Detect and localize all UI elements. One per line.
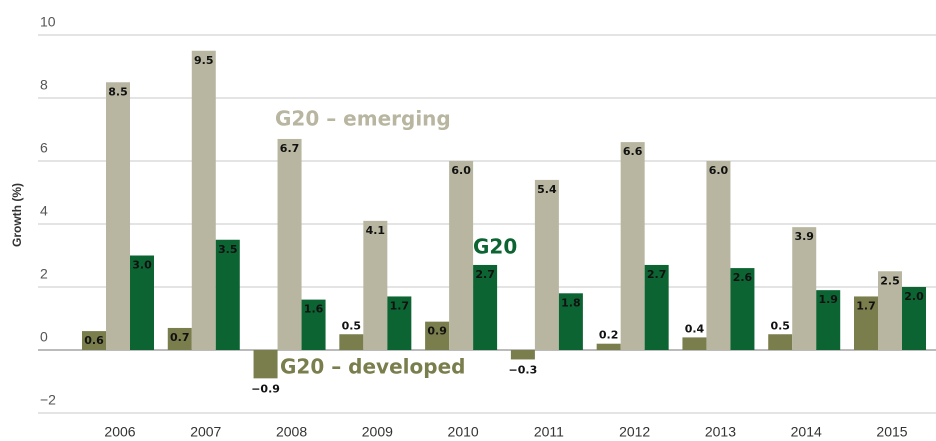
value-label: 1.8 [561,296,581,309]
value-label: 2.0 [904,290,924,303]
x-tick-label: 2007 [190,424,221,440]
value-label: 0.9 [427,325,447,338]
value-label: 0.5 [342,319,362,332]
value-label: 3.5 [218,243,238,256]
value-label: 0.2 [599,329,619,342]
x-tick-label: 2008 [276,424,307,440]
bar [596,343,621,350]
y-tick-label: 2 [40,266,48,282]
y-tick-label: −2 [40,392,56,408]
value-label: 1.7 [856,299,876,312]
bar [682,337,707,350]
bar [878,271,902,350]
value-label: 0.7 [170,331,190,344]
bar [706,161,731,350]
bar [277,138,302,350]
y-tick-label: 8 [40,77,48,93]
bar [473,264,498,350]
value-label: 6.6 [623,145,643,158]
x-tick-label: 2014 [791,424,822,440]
value-label: 0.6 [84,334,104,347]
value-label: 3.0 [132,259,152,272]
bar [191,50,216,350]
value-label: 4.1 [366,224,386,237]
bar [644,264,669,350]
x-tick-label: 2006 [104,424,135,440]
bar [82,331,106,350]
bar [425,321,450,350]
bar [449,161,474,350]
bar [253,350,278,379]
value-label: 2.5 [880,274,900,287]
bar [792,227,817,350]
y-tick-label: 10 [40,14,56,30]
bar [301,299,326,350]
bar [558,293,583,350]
bar [534,179,559,350]
x-tick-label: 2015 [876,424,907,440]
bar [215,239,240,350]
series-label: G20 – emerging [275,107,451,131]
bar [902,287,926,350]
value-label: 0.5 [770,319,790,332]
bar [768,334,793,350]
value-label: 2.7 [475,268,495,281]
x-tick-label: 2009 [362,424,393,440]
value-label: 8.5 [108,85,128,98]
bar [387,296,412,350]
value-label: 2.6 [733,271,753,284]
bar [167,327,192,350]
value-label: 6.0 [709,164,729,177]
value-label: 2.7 [647,268,667,281]
series-label: G20 [473,235,517,259]
bar [620,142,645,350]
x-tick-label: 2013 [705,424,736,440]
x-tick-label: 2011 [534,424,564,440]
bar [730,268,755,350]
value-label: −0.9 [251,382,280,395]
bar [510,350,535,360]
bar [816,290,841,350]
value-label: −0.3 [509,363,538,376]
value-label: 3.9 [794,230,814,243]
x-tick-label: 2010 [448,424,479,440]
bar [854,296,878,350]
x-tick-label: 2012 [619,424,650,440]
bar [339,334,364,350]
y-tick-label: 0 [40,329,48,345]
value-label: 6.0 [451,164,471,177]
value-label: 1.6 [304,303,324,316]
y-tick-label: 6 [40,140,48,156]
bar [106,82,130,350]
value-label: 6.7 [280,142,300,155]
value-label: 9.5 [194,54,214,67]
bar [130,255,154,350]
value-label: 5.4 [537,183,557,196]
value-label: 1.7 [390,299,410,312]
value-label: 0.4 [685,322,705,335]
bar [363,220,388,350]
value-label: 1.9 [818,293,838,306]
series-label: G20 – developed [280,355,465,379]
y-axis-title: Growth (%) [10,183,24,247]
y-tick-label: 4 [40,203,48,219]
